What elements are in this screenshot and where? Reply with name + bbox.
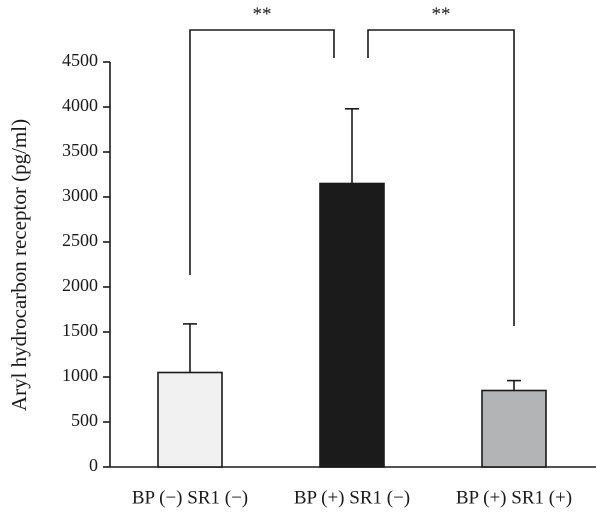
significance-label: ** (253, 4, 272, 25)
error-bar (507, 379, 521, 391)
bracket-line (367, 29, 515, 326)
y-tick-label: 1000 (62, 365, 98, 385)
y-tick-label: 4000 (62, 95, 98, 115)
y-tick-label: 3000 (62, 185, 98, 205)
y-tick-label: 3500 (62, 140, 98, 160)
error-bar (345, 108, 359, 184)
x-axis: BP (−) SR1 (−) BP (+) SR1 (−) BP (+) SR1 (… (110, 466, 596, 508)
x-category-label: BP (−) SR1 (−) (132, 487, 248, 508)
bar (481, 389, 547, 468)
error-bars (183, 108, 521, 391)
y-axis-title: Aryl hydrocarbon receptor (pg/ml) (7, 119, 31, 411)
significance-brackets: ** ** (189, 4, 515, 326)
x-category-label: BP (+) SR1 (−) (294, 487, 410, 508)
y-tick-label: 2000 (62, 275, 98, 295)
bar (157, 371, 223, 468)
significance-bracket: ** (367, 4, 515, 326)
x-category-label: BP (+) SR1 (+) (456, 487, 572, 508)
y-axis: 0 500 1000 1500 2000 2500 3000 3500 4000 4500 (62, 50, 111, 475)
y-tick-label: 1500 (62, 320, 98, 340)
bar (319, 182, 385, 468)
significance-label: ** (432, 4, 451, 25)
y-tick-label: 500 (71, 410, 98, 430)
significance-bracket: ** (189, 4, 335, 275)
y-tick-label: 0 (89, 455, 98, 475)
y-tick-label: 4500 (62, 50, 98, 70)
bracket-line (189, 29, 335, 275)
bars (157, 182, 547, 468)
y-tick-label: 2500 (62, 230, 98, 250)
error-bar (183, 323, 197, 373)
